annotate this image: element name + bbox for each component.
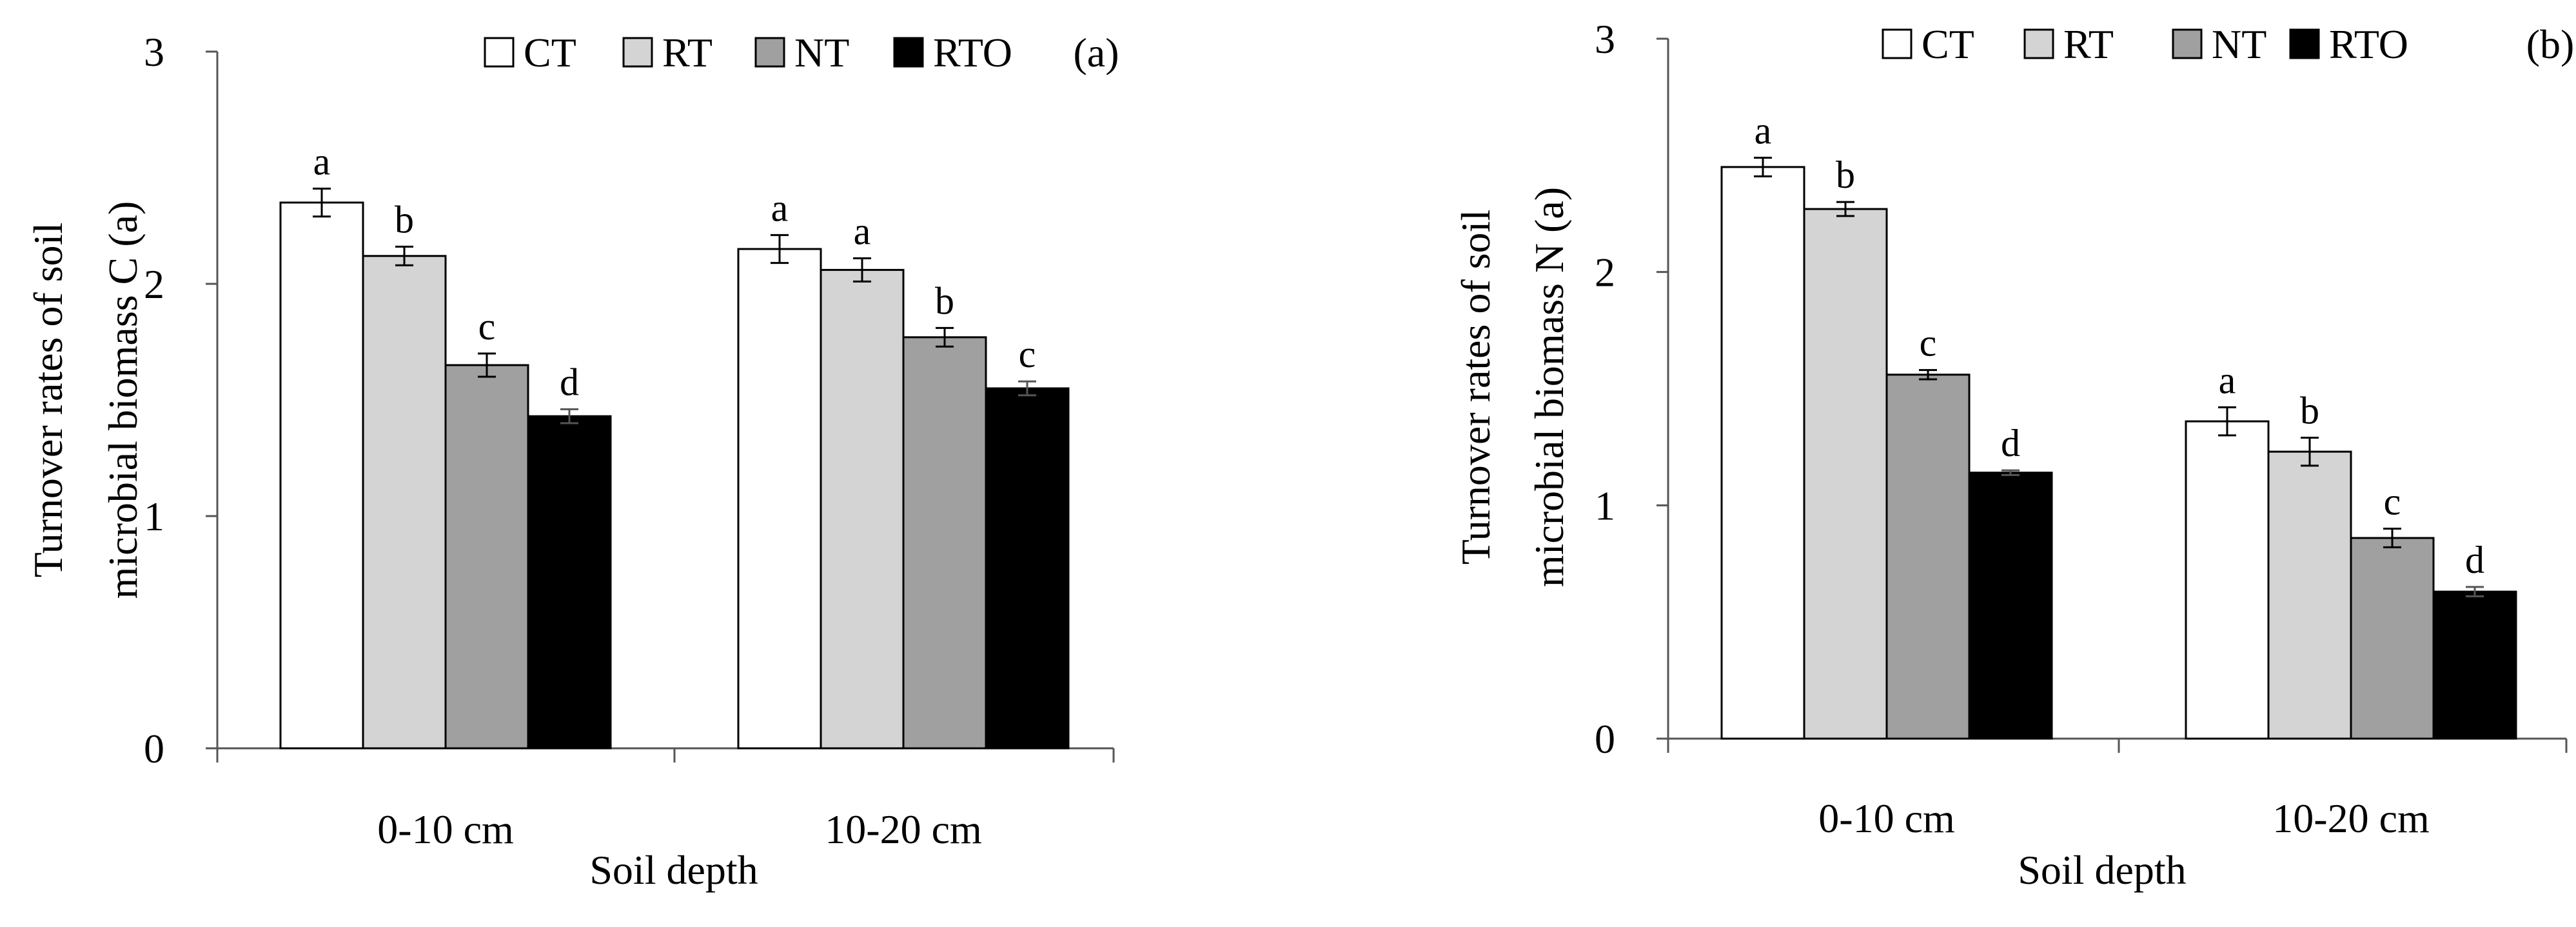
legend-label-nt: NT: [794, 30, 849, 75]
y-tick-label: 1: [1595, 483, 1615, 528]
panel-label: (a): [1073, 30, 1119, 75]
significance-letter: c: [2384, 481, 2401, 523]
bar-rt: [2267, 450, 2352, 740]
significance-letter: c: [1019, 333, 1036, 375]
y-tick-label: 2: [144, 261, 164, 307]
bar-rt: [820, 268, 905, 750]
y-tick-label: 3: [1595, 16, 1615, 62]
significance-letter: b: [2300, 389, 2319, 432]
y-tick-label: 0: [144, 726, 164, 772]
significance-letter: c: [1920, 322, 1937, 364]
significance-letter: b: [395, 198, 414, 241]
legend-swatch-nt: [754, 37, 785, 68]
significance-letter: d: [560, 361, 579, 403]
legend-label-rt: RT: [2063, 21, 2114, 67]
bar-nt: [444, 364, 529, 750]
bar-ct: [279, 201, 364, 750]
chart-panel-b: 0 1 2 3 a a b b c c d d 0-10 cm 10-20 cm Soil depth Tur…: [1453, 16, 2574, 893]
x-axis-title: Soil depth: [589, 847, 758, 893]
y-axis-title-line: microbial biomass N (a): [1526, 187, 1572, 587]
significance-letter: b: [1836, 154, 1855, 196]
legend-label-rto: RTO: [933, 30, 1012, 75]
y-axis-title-line: Turnover rates of soil: [1453, 210, 1499, 564]
bar-rto: [1968, 472, 2053, 740]
y-tick-label: 2: [1595, 250, 1615, 295]
y-tick-label: 3: [144, 29, 164, 75]
x-category-label: 0-10 cm: [377, 806, 514, 852]
panel-label: (b): [2526, 21, 2575, 67]
bar-ct: [737, 248, 822, 750]
bar-rt: [362, 255, 447, 750]
bar-ct: [2185, 420, 2270, 740]
legend-swatch-ct: [484, 37, 515, 68]
y-tick-label: 0: [1595, 716, 1615, 762]
legend-label-rto: RTO: [2329, 21, 2408, 67]
x-category-label: 10-20 cm: [2272, 795, 2430, 841]
significance-letter: a: [2219, 359, 2236, 401]
chart-panel-a: 0 1 2 3 a a b a c b d c 0-10 cm 10-20 cm Soil depth Tur…: [25, 29, 1119, 893]
legend-swatch-rto: [893, 37, 924, 68]
bar-rt: [1803, 208, 1888, 740]
legend-label-ct: CT: [1922, 21, 1974, 67]
bar-rto: [985, 387, 1070, 750]
significance-letter: a: [313, 140, 331, 183]
significance-letter: c: [478, 305, 496, 348]
legend-label-ct: CT: [524, 30, 576, 75]
legend-label-nt: NT: [2212, 21, 2266, 67]
x-axis-title: Soil depth: [2018, 847, 2186, 893]
legend-swatch-nt: [2172, 28, 2203, 59]
bar-nt: [1885, 374, 1971, 740]
bar-nt: [902, 336, 987, 750]
y-axis-title-line: microbial biomass C (a): [100, 201, 146, 599]
bar-rto: [527, 415, 612, 750]
legend-swatch-rto: [2289, 28, 2320, 59]
x-category-label: 10-20 cm: [825, 806, 982, 852]
legend-swatch-ct: [1882, 28, 1912, 59]
bar-rto: [2432, 590, 2517, 740]
significance-letter: a: [854, 210, 871, 252]
y-axis-title-line: Turnover rates of soil: [25, 223, 71, 577]
bar-nt: [2350, 537, 2435, 740]
significance-letter: d: [2001, 422, 2020, 464]
bar-ct: [1720, 166, 1805, 740]
significance-letter: b: [935, 279, 954, 322]
significance-letter: d: [2465, 539, 2484, 581]
significance-letter: a: [771, 186, 789, 229]
y-tick-label: 1: [144, 493, 164, 539]
significance-letter: a: [1755, 109, 1772, 152]
legend-swatch-rt: [2023, 28, 2054, 59]
legend-swatch-rt: [622, 37, 653, 68]
x-category-label: 0-10 cm: [1818, 795, 1955, 841]
legend-label-rt: RT: [662, 30, 713, 75]
